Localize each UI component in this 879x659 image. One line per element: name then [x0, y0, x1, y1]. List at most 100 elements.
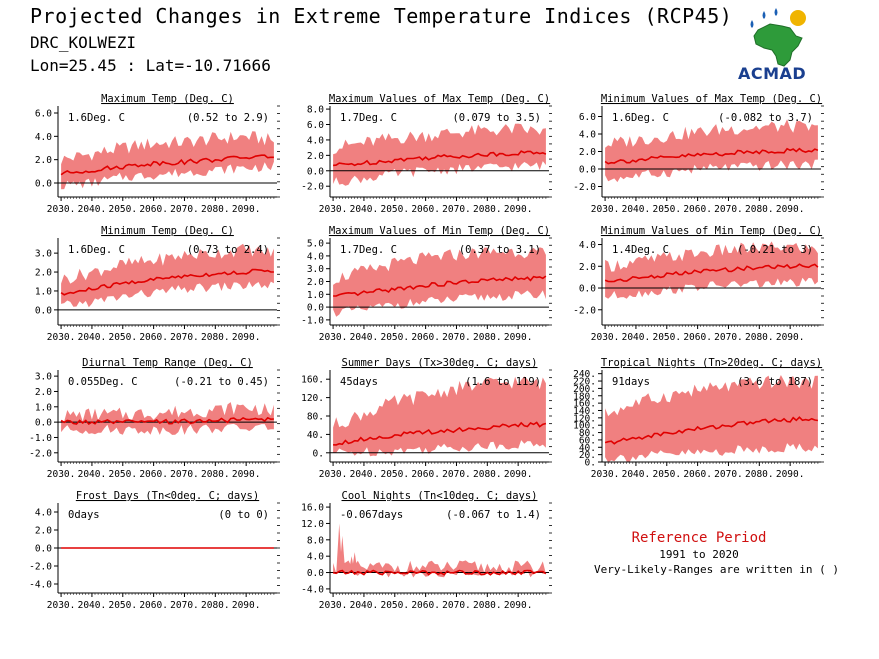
- y-tick-label: 2.0: [35, 526, 52, 537]
- x-tick-label: 2040.: [350, 204, 379, 215]
- x-tick-label: 2050.: [380, 332, 409, 343]
- median-stat-label: 1.7Deg. C: [340, 112, 397, 124]
- x-tick-label: 2060.: [683, 204, 712, 215]
- x-tick-label: 2090.: [232, 332, 261, 343]
- x-tick-label: 2090.: [776, 204, 805, 215]
- y-tick-label: 12.0: [301, 519, 324, 530]
- uncertainty-band: [605, 375, 818, 463]
- x-tick-label: 2090.: [232, 600, 261, 611]
- chart-title: Maximum Temp (Deg. C): [101, 93, 234, 105]
- x-tick-label: 2070.: [442, 469, 471, 480]
- y-tick-label: 1.0: [35, 402, 52, 413]
- likely-range-label: (0.52 to 2.9): [187, 112, 269, 124]
- median-line: [333, 421, 547, 446]
- chart-4: -1.00.0 1.0 2.0 3.0 4.05.0 2030. 2040. 2050. 206…: [301, 225, 552, 343]
- y-tick-label: -1.0: [29, 433, 52, 444]
- x-tick-label: 2070.: [170, 469, 199, 480]
- x-tick-label: 2050.: [108, 600, 137, 611]
- x-tick-label: 2060.: [139, 204, 168, 215]
- y-tick-label: 0.0: [579, 165, 596, 176]
- chart-10: -4.0 0.0 4.0 8.0 12.0 16.0 2030. 2040. 2050. 2060…: [301, 490, 552, 611]
- y-tick-label: 60.: [579, 435, 596, 446]
- x-tick-label: 2070.: [714, 332, 743, 343]
- median-line: [60, 268, 274, 296]
- median-line: [60, 154, 274, 176]
- likely-range-label: (-0.21 to 3): [737, 244, 813, 256]
- y-tick-label: 0.0: [579, 284, 596, 295]
- y-tick-label: 5.0: [307, 239, 324, 250]
- x-tick-label: 2090.: [232, 469, 261, 480]
- median-line: [604, 416, 819, 445]
- y-tick-label: 4.0: [307, 135, 324, 146]
- y-tick-label: 2.0: [579, 262, 596, 273]
- y-tick-label: 0.0: [307, 303, 324, 314]
- uncertainty-band: [61, 402, 274, 435]
- x-tick-label: 2030.: [319, 469, 348, 480]
- y-tick-label: 120.: [573, 413, 596, 424]
- y-tick-label: 4.0: [579, 240, 596, 251]
- x-tick-label: 2080.: [201, 204, 230, 215]
- spike-mark: [351, 552, 358, 573]
- x-tick-label: 2030.: [319, 204, 348, 215]
- y-tick-label: 4.0: [35, 508, 52, 519]
- median-line: [333, 150, 547, 167]
- x-tick-label: 2060.: [139, 332, 168, 343]
- y-tick-label: 0.: [585, 458, 596, 469]
- y-tick-label: 0.0: [307, 166, 324, 177]
- x-tick-label: 2090.: [504, 204, 533, 215]
- y-tick-label: 0.0: [35, 305, 52, 316]
- x-tick-label: 2090.: [776, 469, 805, 480]
- x-tick-label: 2050.: [108, 469, 137, 480]
- reference-period-box: Reference Period 1991 to 2020 Very-Likel…: [594, 530, 839, 576]
- y-tick-label: 2.0: [35, 387, 52, 398]
- median-line: [60, 416, 274, 426]
- y-tick-label: 0.0: [35, 418, 52, 429]
- y-tick-label: 220.: [573, 377, 596, 388]
- africa-map-icon: [753, 23, 803, 67]
- y-tick-label: 2.0: [579, 147, 596, 158]
- median-line: [332, 569, 547, 576]
- likely-range-label: (0.73 to 2.4): [187, 244, 269, 256]
- chart-title: Cool Nights (Tn<10deg. C; days): [342, 490, 538, 502]
- x-tick-label: 2030.: [47, 204, 76, 215]
- logo-text: ACMAD: [738, 64, 807, 83]
- chart-title: Minimum Temp (Deg. C): [101, 225, 234, 237]
- chart-9: -4.0 -2.0 0.0 2.0 4.0 2030. 2040. 2050. 2060. 207…: [29, 490, 280, 611]
- median-stat-label: 0.055Deg. C: [68, 376, 138, 388]
- reference-period-title: Reference Period: [631, 530, 767, 546]
- median-stat-label: 45days: [340, 376, 378, 388]
- x-tick-label: 2060.: [411, 332, 440, 343]
- y-tick-label: 3.0: [35, 372, 52, 383]
- chart-8: 0.20.40.60.80.100.120.140.160.180.200.22…: [573, 357, 824, 480]
- likely-range-label: (0 to 0): [218, 509, 269, 521]
- y-tick-label: 100.: [573, 421, 596, 432]
- station-coordinates: Lon=25.45 : Lat=-10.71666: [30, 56, 271, 75]
- chart-6: -2.0 -1.0 0.0 1.0 2.0 3.0 2030. 2040. 2050. 2060.…: [29, 357, 280, 480]
- y-tick-label: 180.: [573, 391, 596, 402]
- x-tick-label: 2080.: [473, 332, 502, 343]
- x-tick-label: 2090.: [232, 204, 261, 215]
- raindrop-icon: [762, 11, 766, 19]
- y-tick-label: 120.: [301, 393, 324, 404]
- y-tick-label: 2.0: [307, 277, 324, 288]
- median-line: [604, 263, 819, 283]
- x-tick-label: 2040.: [622, 469, 651, 480]
- chart-2: -2.0 0.0 2.0 4.0 6.0 2030. 2040. 2050. 2060. 2070…: [573, 93, 824, 215]
- x-tick-label: 2060.: [139, 469, 168, 480]
- y-tick-label: 240.: [573, 369, 596, 380]
- y-tick-label: -1.0: [301, 315, 324, 326]
- likely-range-label: (1.6 to 119): [465, 376, 541, 388]
- x-tick-label: 2090.: [504, 469, 533, 480]
- x-tick-label: 2070.: [714, 204, 743, 215]
- y-tick-label: 40.: [307, 430, 324, 441]
- page-title: Projected Changes in Extreme Temperature…: [30, 4, 733, 28]
- x-tick-label: 2040.: [78, 332, 107, 343]
- y-tick-label: -4.0: [29, 580, 52, 591]
- y-tick-label: 3.0: [35, 249, 52, 260]
- y-tick-label: 140.: [573, 406, 596, 417]
- x-tick-label: 2040.: [78, 469, 107, 480]
- y-tick-label: 0.0: [307, 568, 324, 579]
- x-tick-label: 2080.: [201, 600, 230, 611]
